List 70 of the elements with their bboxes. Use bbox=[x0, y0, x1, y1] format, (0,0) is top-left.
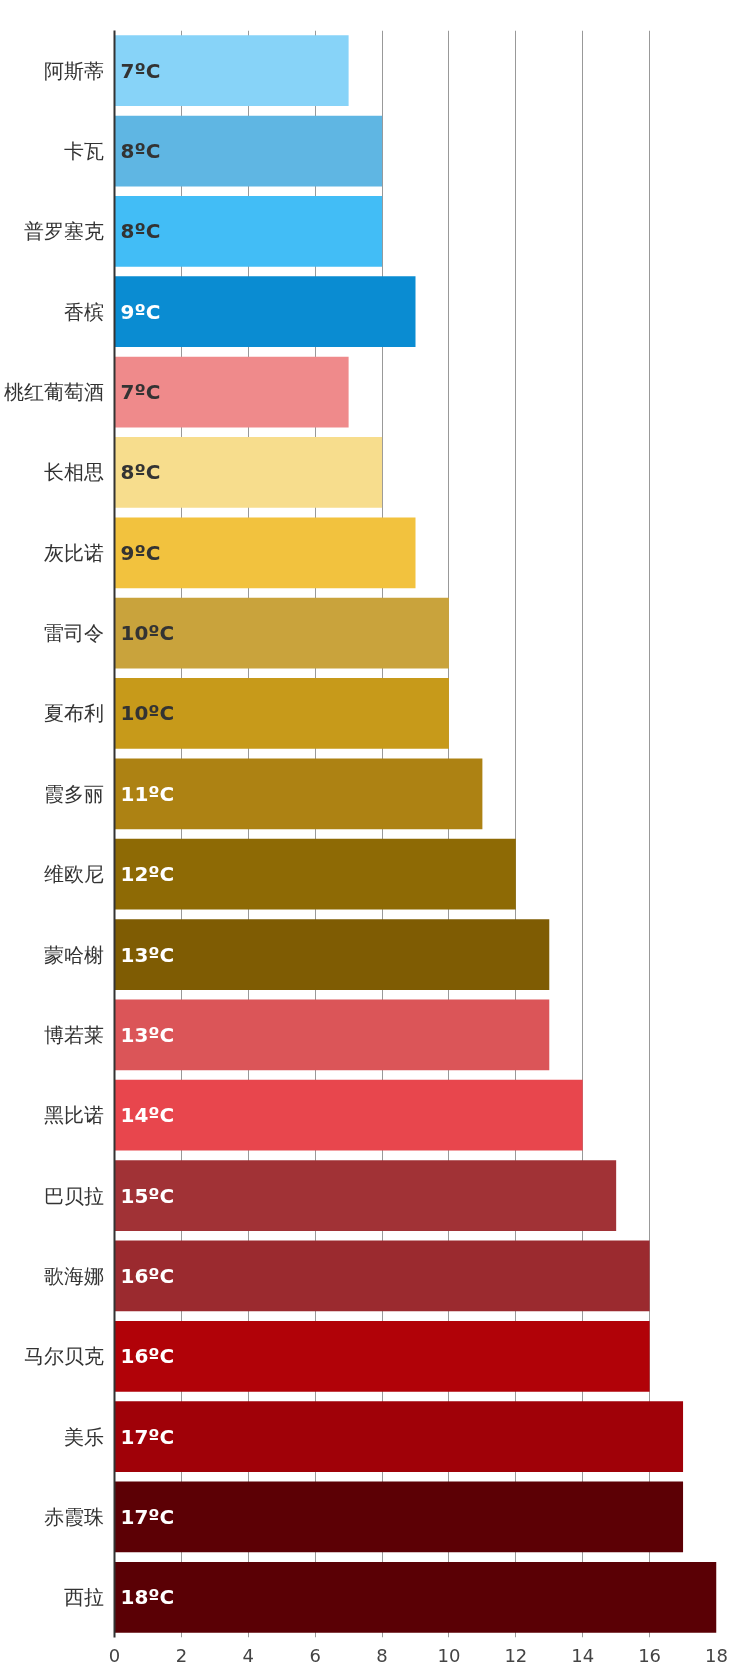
y-tick-label: 黑比诺 bbox=[43, 1103, 104, 1128]
data-label: 10ºC bbox=[120, 621, 175, 646]
data-label: 12ºC bbox=[120, 862, 175, 887]
x-tick-label: 4 bbox=[242, 1644, 254, 1664]
x-tick-label: 14 bbox=[571, 1644, 595, 1664]
y-tick-label: 长相思 bbox=[43, 460, 104, 485]
y-tick-label: 阿斯蒂 bbox=[43, 58, 104, 83]
y-tick-label: 灰比诺 bbox=[43, 540, 104, 565]
data-label: 17ºC bbox=[120, 1504, 175, 1529]
data-label: 8ºC bbox=[120, 219, 161, 244]
bar bbox=[114, 437, 383, 508]
bar bbox=[114, 276, 416, 348]
y-tick-label: 博若莱 bbox=[43, 1022, 104, 1047]
bar bbox=[114, 1320, 650, 1392]
bar bbox=[114, 1401, 684, 1472]
data-label: 9ºC bbox=[120, 299, 161, 324]
data-label: 7ºC bbox=[120, 380, 161, 405]
y-tick-label: 蒙哈榭 bbox=[43, 942, 104, 967]
y-tick-label: 维欧尼 bbox=[43, 862, 104, 887]
bar bbox=[114, 517, 416, 589]
data-label: 16ºC bbox=[120, 1344, 175, 1369]
bar bbox=[114, 196, 383, 267]
y-tick-label: 赤霞珠 bbox=[43, 1504, 104, 1529]
bar bbox=[114, 597, 449, 669]
y-tick-label: 美乐 bbox=[63, 1424, 104, 1449]
data-label: 15ºC bbox=[120, 1183, 175, 1208]
x-tick-label: 12 bbox=[504, 1644, 528, 1664]
bar bbox=[114, 838, 516, 910]
y-tick-label: 桃红葡萄酒 bbox=[3, 380, 104, 405]
bar bbox=[114, 919, 550, 990]
y-tick-label: 雷司令 bbox=[43, 621, 104, 646]
bar bbox=[114, 1160, 617, 1231]
bar bbox=[114, 1240, 650, 1312]
x-tick-label: 2 bbox=[175, 1644, 188, 1664]
y-tick-label: 普罗塞克 bbox=[23, 219, 104, 244]
y-tick-label: 卡瓦 bbox=[63, 139, 104, 164]
data-label: 10ºC bbox=[120, 701, 175, 726]
bar bbox=[114, 35, 349, 107]
bar bbox=[114, 758, 483, 830]
y-tick-label: 霞多丽 bbox=[43, 781, 104, 806]
data-label: 11ºC bbox=[120, 781, 175, 806]
y-tick-label: 香槟 bbox=[63, 299, 104, 324]
bar bbox=[114, 1079, 583, 1151]
y-tick-label: 夏布利 bbox=[43, 701, 104, 726]
x-tick-label: 8 bbox=[376, 1644, 388, 1664]
bar bbox=[114, 678, 449, 749]
data-label: 7ºC bbox=[120, 58, 161, 83]
data-label: 14ºC bbox=[120, 1103, 175, 1128]
x-tick-label: 6 bbox=[309, 1644, 321, 1664]
data-label: 13ºC bbox=[120, 1022, 175, 1047]
bar bbox=[114, 1561, 717, 1633]
bar bbox=[114, 115, 383, 187]
x-tick-label: 0 bbox=[108, 1644, 121, 1664]
bar bbox=[114, 356, 349, 428]
x-tick-label: 10 bbox=[437, 1644, 461, 1664]
data-label: 13ºC bbox=[120, 942, 175, 967]
data-label: 8ºC bbox=[120, 460, 161, 485]
x-tick-label: 18 bbox=[705, 1644, 728, 1664]
bar bbox=[114, 1481, 684, 1553]
data-label: 8ºC bbox=[120, 139, 161, 164]
data-label: 16ºC bbox=[120, 1263, 175, 1288]
y-tick-label: 马尔贝克 bbox=[23, 1344, 104, 1369]
data-label: 9ºC bbox=[120, 540, 161, 565]
data-label: 17ºC bbox=[120, 1424, 175, 1449]
y-tick-label: 西拉 bbox=[63, 1585, 104, 1610]
bar bbox=[114, 999, 550, 1071]
x-tick-label: 16 bbox=[638, 1644, 662, 1664]
y-tick-label: 巴贝拉 bbox=[43, 1183, 104, 1208]
y-tick-label: 歌海娜 bbox=[43, 1263, 104, 1288]
data-label: 18ºC bbox=[120, 1585, 175, 1610]
